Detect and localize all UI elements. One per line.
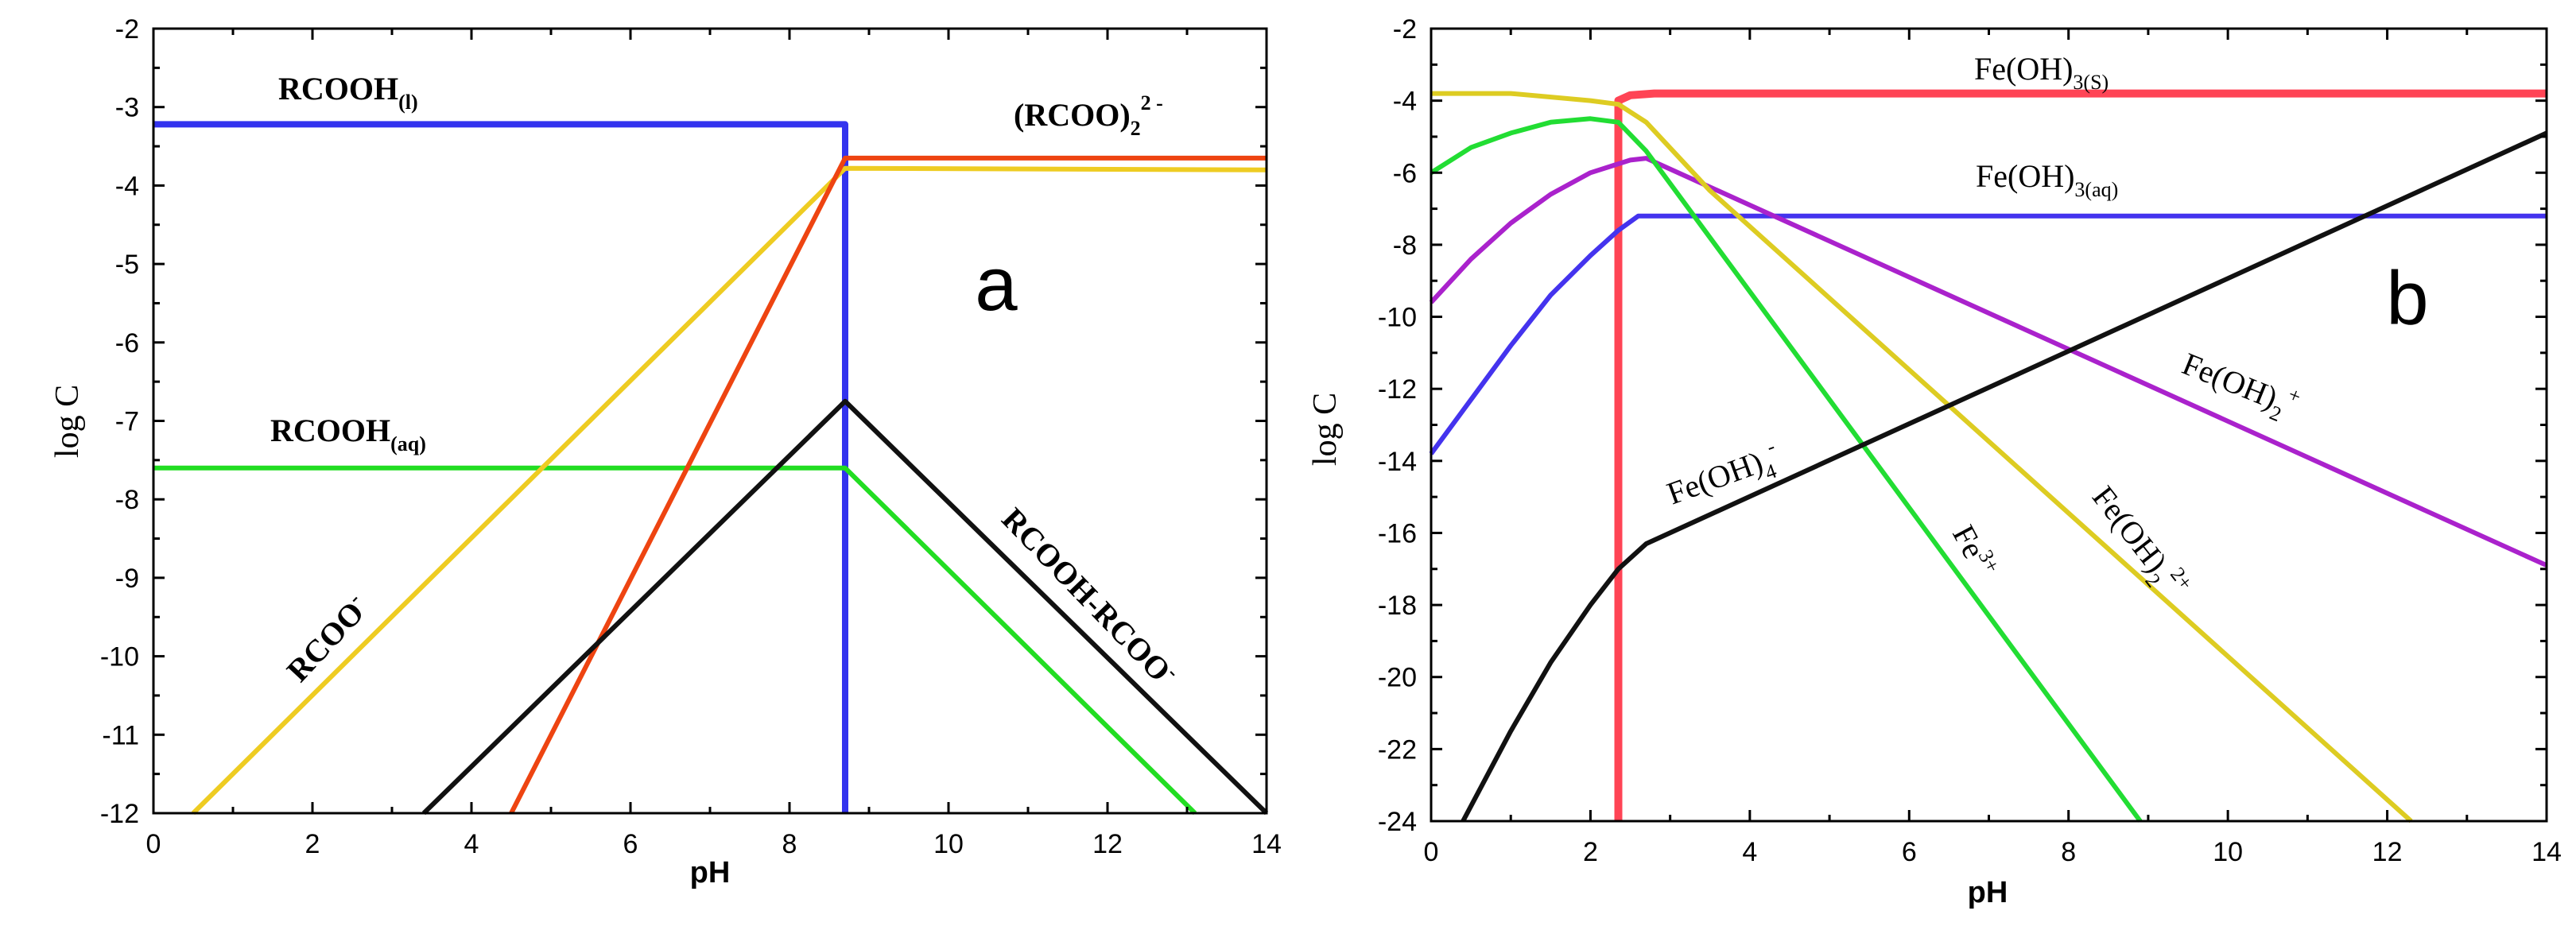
- series-line-rcooh-rcoo: [421, 398, 1269, 816]
- x-tick-label: 6: [623, 829, 638, 859]
- x-tick-label: 0: [146, 829, 161, 859]
- y-tick-label: -4: [1393, 87, 1417, 117]
- y-tick-label: -10: [100, 642, 139, 672]
- y-tick-label: -4: [115, 171, 139, 201]
- series-line-rcooh-aq: [153, 465, 1197, 816]
- panel-b-x-tick-labels: 0 2 4 6 8 10 12 14: [1424, 837, 2562, 867]
- label-rcooh-rcoo: RCOOH-RCOO-: [995, 499, 1185, 693]
- x-tick-label: 0: [1424, 837, 1439, 867]
- x-tick-label: 14: [2531, 837, 2562, 867]
- panel-a-series: [153, 121, 1269, 816]
- x-tick-label: 12: [2372, 837, 2403, 867]
- y-tick-label: -8: [115, 485, 139, 515]
- y-tick-label: -6: [115, 328, 139, 358]
- panel-a-y-axis-title: log C: [49, 385, 86, 458]
- panel-b-x-axis-title: pH: [1968, 876, 2008, 909]
- y-tick-label: -2: [1393, 14, 1417, 45]
- y-tick-label: -8: [1393, 231, 1417, 261]
- x-tick-label: 8: [782, 829, 797, 859]
- series-line-fe-oh-3-s: [1614, 89, 2547, 821]
- x-tick-label: 10: [933, 829, 964, 859]
- panel-a-letter: a: [975, 242, 1018, 327]
- panel-a-x-tick-labels: 0 2 4 6 8 10 12 14: [146, 829, 1282, 859]
- series-line-rcoo: [191, 165, 1267, 816]
- x-tick-label: 2: [305, 829, 320, 859]
- y-tick-label: -2: [115, 14, 139, 45]
- panel-b-y-axis-title: log C: [1307, 393, 1344, 466]
- label-feoh4-minus: Fe(OH)4-: [1661, 435, 1786, 518]
- series-line-fe-oh-2: [1429, 156, 2548, 568]
- y-tick-label: -22: [1378, 734, 1417, 765]
- y-tick-label: -12: [100, 799, 139, 829]
- x-tick-label: 2: [1583, 837, 1598, 867]
- series-line-fe3: [1430, 116, 2143, 823]
- x-tick-label: 8: [2061, 837, 2076, 867]
- series-line-rcoo-2-2: [509, 155, 1267, 815]
- y-tick-label: -16: [1378, 518, 1417, 548]
- label-feoh2-plus: Fe(OH)2+: [2174, 342, 2304, 431]
- series-line-fe-oh-3-aq: [1429, 213, 2547, 455]
- label-feoh3-s: Fe(OH)3(S): [1974, 51, 2109, 94]
- label-fe3-plus: Fe3+: [1946, 518, 2004, 583]
- x-tick-label: 14: [1251, 829, 1282, 859]
- label-rcoo-dimer: (RCOO)22 -: [1014, 91, 1163, 140]
- series-line-fe-oh-4: [1461, 130, 2548, 823]
- series-line-rcooh-l: [153, 121, 848, 813]
- y-tick-label: -9: [115, 564, 139, 594]
- panel-b-series: [1429, 89, 2548, 824]
- x-tick-label: 4: [1742, 837, 1757, 867]
- y-tick-label: -24: [1378, 807, 1417, 837]
- panel-a-y-tick-labels: -2 -3 -4 -5 -6 -7 -8 -9 -10 -11 -12: [100, 14, 139, 829]
- x-tick-label: 10: [2213, 837, 2243, 867]
- label-feoh3-aq: Fe(OH)3(aq): [1976, 158, 2118, 201]
- y-tick-label: -3: [115, 93, 139, 123]
- label-feoh2-2plus: Fe(OH)22+: [2080, 477, 2198, 609]
- panel-a-x-axis-title: pH: [690, 856, 731, 889]
- panel-a-ticks: [152, 27, 1268, 815]
- y-tick-label: -12: [1378, 374, 1417, 405]
- label-rcooh-aq: RCOOH(aq): [270, 413, 426, 455]
- y-tick-label: -7: [115, 407, 139, 437]
- label-rcooh-l: RCOOH(l): [278, 71, 418, 114]
- y-tick-label: -11: [102, 720, 139, 750]
- y-tick-label: -10: [1378, 303, 1417, 333]
- panel-b-y-tick-labels: -2 -4 -6 -8 -10 -12 -14 -16 -18 -20 -22 -24: [1378, 14, 1417, 837]
- label-rcoo: RCOO-: [277, 587, 375, 688]
- x-tick-label: 12: [1092, 829, 1123, 859]
- panel-b-ticks: [1430, 27, 2548, 823]
- panel-a: 0 2 4 6 8 10 12 14 -2 -3 -4 -5 -6 -7 -8 -9 -10 -11 -12 pH…: [49, 14, 1282, 889]
- series-line-fe-oh-2-feoh2: [1431, 91, 2413, 824]
- y-tick-label: -5: [115, 250, 139, 280]
- y-tick-label: -18: [1378, 591, 1417, 621]
- y-tick-label: -20: [1378, 663, 1417, 693]
- y-tick-label: -14: [1378, 447, 1417, 477]
- panel-b-plot-frame: [1430, 27, 2548, 823]
- panel-b-letter: b: [2386, 256, 2428, 341]
- x-tick-label: 6: [1902, 837, 1917, 867]
- panel-b: 0 2 4 6 8 10 12 14 -2-4-6-8-10-12-14-16-18-20-2…: [1307, 14, 2562, 909]
- x-tick-label: 4: [464, 829, 479, 859]
- y-tick-label: -6: [1393, 158, 1417, 188]
